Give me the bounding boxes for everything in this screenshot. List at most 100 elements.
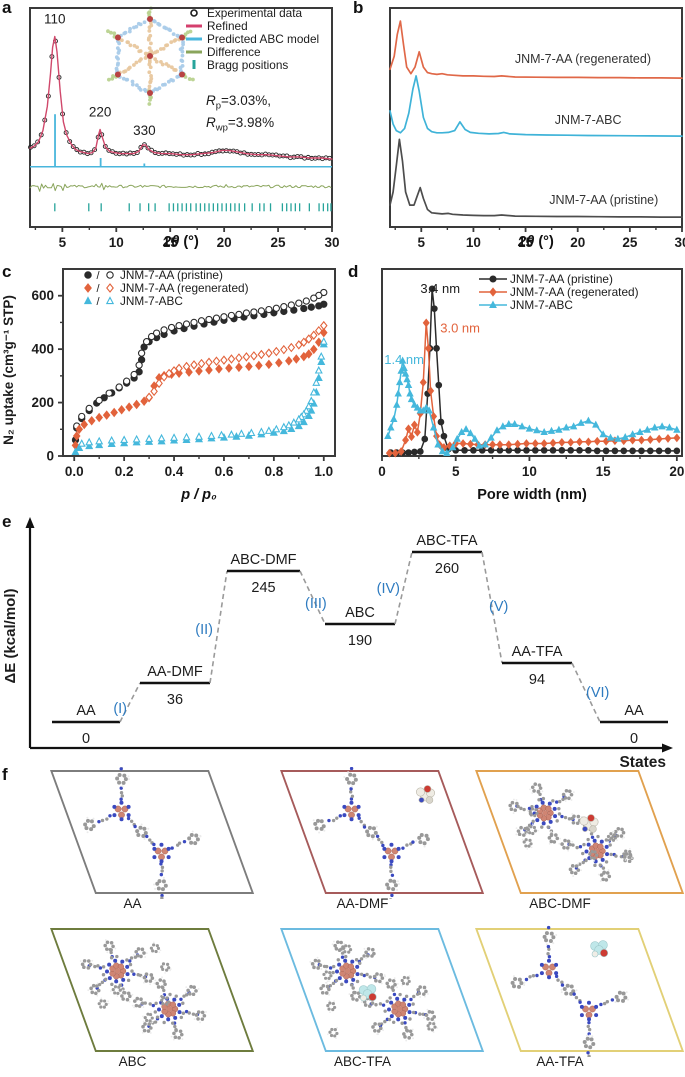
- svg-text:5: 5: [418, 235, 426, 250]
- step-label: (III): [305, 596, 327, 612]
- panel-b-plot: JNM-7-AA (regenerated) JNM-7-ABC JNM-7-AA …: [389, 7, 685, 250]
- series-difference: [29, 182, 332, 192]
- svg-text:20: 20: [669, 464, 684, 479]
- state-energy-value: 245: [251, 580, 275, 596]
- trace-jnm-7-abc: [389, 75, 683, 137]
- legend-item: Refined: [207, 19, 248, 33]
- svg-text:0.0: 0.0: [65, 464, 84, 479]
- panel-e-letter: e: [2, 512, 12, 531]
- y-axis-title: ΔE (kcal/mol): [2, 589, 19, 684]
- panel-e-diagram: AA 0 AA-DMF 36 ABC-DMF 245 ABC 190 ABC-TFA 260 AA-…: [2, 517, 673, 770]
- x-axis-title: 2θ (°): [517, 234, 554, 250]
- svg-text:15: 15: [596, 464, 612, 479]
- r-factor-line: Rwp=3.98%: [206, 114, 275, 134]
- panel-c-n2-isotherms: c 0 200 400 600 0.0 0.2 0.4 0.6 0.8 1.0 / JNM-7-AA …: [0, 262, 348, 512]
- legend-item: JNM-7-AA (regenerated): [510, 285, 639, 299]
- structure-label-aa: AA: [123, 896, 142, 911]
- structure-label-abc-dmf: ABC-DMF: [529, 896, 591, 911]
- legend-item: JNM-7-AA (pristine): [510, 272, 613, 286]
- step-label: (IV): [377, 581, 400, 597]
- state-name: AA: [76, 703, 96, 719]
- svg-text:20: 20: [570, 235, 585, 250]
- state-name: ABC: [345, 605, 375, 621]
- svg-text:0: 0: [378, 464, 386, 479]
- svg-text:15: 15: [163, 235, 179, 250]
- legend-item: JNM-7-ABC: [510, 298, 573, 312]
- peak-label-220: 220: [89, 104, 112, 119]
- trace-jnm-7-aa-regenerated-: [389, 20, 683, 79]
- panel-a-letter: a: [2, 0, 12, 17]
- svg-text:5: 5: [452, 464, 460, 479]
- panel-c-legend: / JNM-7-AA (pristine) / JNM-7-AA (regenerat…: [83, 268, 249, 308]
- legend-item: JNM-7-AA (pristine): [120, 268, 223, 282]
- isotherm-circle: [71, 288, 328, 444]
- legend-item: JNM-7-AA (regenerated): [120, 281, 249, 295]
- r-factors: Rp=3.03%, Rwp=3.98%: [206, 92, 274, 135]
- svg-text:25: 25: [622, 235, 638, 250]
- legend-item: JNM-7-ABC: [120, 294, 183, 308]
- trace-label: JNM-7-AA (regenerated): [515, 52, 651, 66]
- peak-label-110: 110: [44, 11, 66, 26]
- svg-text:0.2: 0.2: [115, 464, 134, 479]
- panel-c-letter: c: [2, 262, 12, 281]
- panel-e-energy-diagram: e AA 0 AA-DMF 36 ABC-DMF 245 ABC 190 ABC-TFA 260 A…: [0, 512, 685, 770]
- svg-text:0.8: 0.8: [264, 464, 283, 479]
- legend-item: Experimental data: [207, 6, 303, 20]
- svg-text:20: 20: [217, 235, 232, 250]
- state-name: AA: [624, 703, 644, 719]
- structure-aa-dmf: [312, 767, 436, 899]
- state-energy-value: 0: [630, 731, 638, 747]
- svg-text:25: 25: [271, 235, 287, 250]
- svg-text:15: 15: [518, 235, 534, 250]
- panel-b-pxrd-comparison: b JNM-7-AA (regenerated) JNM-7-ABC JNM-7-A…: [352, 0, 685, 262]
- y-tick-label: 0: [46, 449, 54, 464]
- psd-diamond: [385, 318, 681, 458]
- panel-d-plot: 0 5 10 15 20 3.4 nm 3.0 nm 1.4 nm JNM-7-AA (pris…: [378, 268, 684, 503]
- panel-c-plot: 0 200 400 600 0.0 0.2 0.4 0.6 0.8 1.0 / JNM-7-AA (p…: [1, 268, 336, 503]
- structure-label-aa-dmf: AA-DMF: [336, 896, 389, 911]
- step-label: (I): [113, 701, 127, 717]
- state-energy-value: 190: [348, 633, 372, 649]
- svg-text:0.6: 0.6: [215, 464, 234, 479]
- isotherm-diamond: [71, 320, 328, 451]
- series-refined: [29, 35, 333, 160]
- state-name: AA-DMF: [147, 664, 203, 680]
- structure-abc-dmf: [508, 782, 634, 883]
- pore-size-annotation: 1.4 nm: [384, 352, 424, 367]
- x-axis-title: p / p₀: [180, 487, 217, 503]
- svg-text:30: 30: [674, 235, 685, 250]
- panel-b-letter: b: [353, 0, 364, 17]
- psd-triangle: [384, 356, 681, 456]
- isotherm-triangle: [71, 337, 328, 456]
- state-name: ABC-DMF: [230, 552, 296, 568]
- panel-d-legend: JNM-7-AA (pristine)JNM-7-AA (regenerated…: [479, 272, 639, 312]
- state-energy-value: 0: [82, 731, 90, 747]
- svg-text:30: 30: [324, 235, 339, 250]
- svg-text:/: /: [96, 283, 100, 295]
- step-label: (II): [195, 622, 213, 638]
- state-energy-value: 94: [529, 672, 545, 688]
- panel-f-letter: f: [2, 765, 8, 784]
- x-axis-title: Pore width (nm): [477, 487, 587, 503]
- state-energy-value: 36: [167, 692, 183, 708]
- state-energy-value: 260: [435, 561, 459, 577]
- svg-text:10: 10: [109, 235, 124, 250]
- svg-text:/: /: [96, 270, 100, 282]
- pore-size-annotation: 3.4 nm: [420, 281, 460, 296]
- y-axis-title: N₂ uptake (cm³g⁻¹ STP): [1, 295, 16, 445]
- legend-item: Bragg positions: [207, 58, 288, 72]
- panel-a-xrd-refinement: a 110 220 330 Experimental data Refined Predi…: [0, 0, 348, 262]
- r-factor-line: Rp=3.03%,: [206, 93, 271, 112]
- trace-label: JNM-7-ABC: [555, 113, 622, 127]
- svg-text:10: 10: [522, 464, 537, 479]
- svg-text:5: 5: [59, 235, 67, 250]
- step-label: (V): [489, 599, 508, 615]
- structure-abc: [79, 939, 207, 1041]
- peak-label-330: 330: [133, 123, 156, 138]
- pore-size-annotation: 3.0 nm: [440, 320, 480, 335]
- structure-label-aa-tfa: AA-TFA: [536, 1054, 584, 1069]
- panel-f-crystal-structures: f AA AA-DMF ABC-DMF ABC ABC-TFA AA-TFA: [0, 765, 685, 1077]
- panel-a-plot: 110 220 330 Experimental dataRefinedPredict…: [28, 6, 340, 250]
